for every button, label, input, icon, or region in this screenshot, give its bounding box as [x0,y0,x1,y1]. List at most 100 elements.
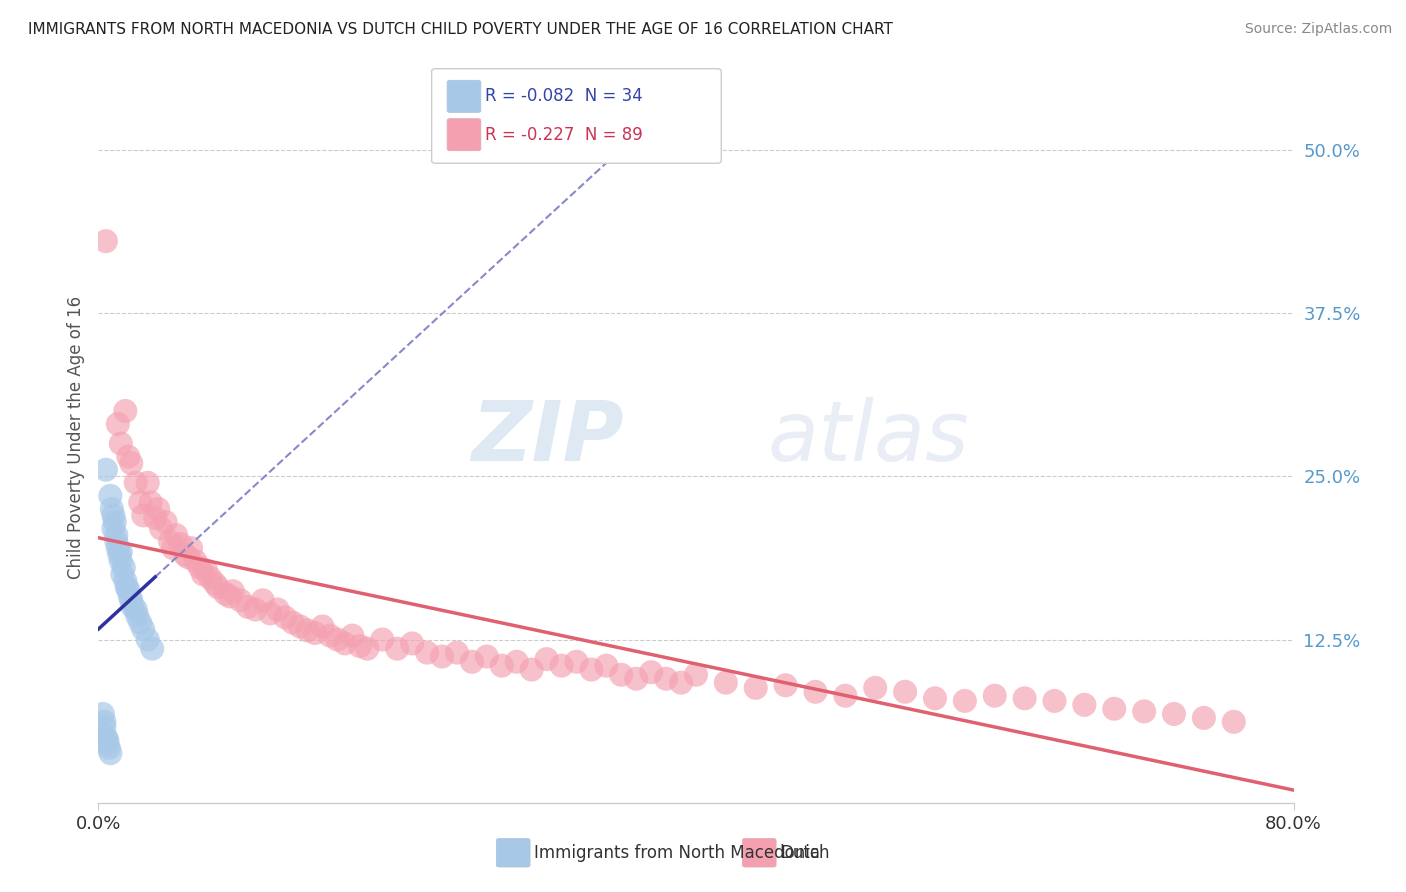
Point [125,475,148,490]
Point [111,567,134,582]
Y-axis label: Child Poverty Under the Age of 16: Child Poverty Under the Age of 16 [66,295,84,579]
Point [1133,705,1156,719]
Point [475,649,498,664]
Point [1104,702,1126,716]
Point [136,475,159,490]
Point [288,619,311,633]
Point [150,521,173,535]
Point [132,622,155,636]
Point [169,537,191,551]
Point [139,495,162,509]
Point [1192,711,1215,725]
Point [204,576,226,591]
Point [97,740,120,755]
Point [565,655,588,669]
Point [267,602,290,616]
Point [103,508,125,523]
Point [141,641,163,656]
Point [110,545,132,559]
Text: atlas: atlas [768,397,969,477]
Point [110,554,132,568]
Point [143,511,166,525]
Point [371,632,394,647]
Point [356,641,378,656]
Point [96,733,118,747]
Point [174,548,197,562]
Point [132,508,155,523]
Point [685,667,707,681]
Point [236,599,259,614]
Point [188,560,211,574]
Point [93,720,115,734]
Point [222,584,245,599]
Point [117,450,139,464]
Point [775,678,797,692]
Text: R = -0.227  N = 89: R = -0.227 N = 89 [485,126,643,144]
Point [506,655,529,669]
Point [1073,698,1095,712]
Point [120,593,142,607]
Point [342,629,364,643]
Point [745,681,768,695]
Point [114,404,136,418]
Point [491,658,513,673]
Point [461,655,484,669]
Point [101,502,124,516]
Point [121,599,143,614]
Point [669,675,692,690]
Point [129,615,152,630]
Point [105,534,128,549]
Point [105,528,128,542]
Point [184,554,207,568]
Point [104,515,127,529]
Point [112,560,135,574]
Point [191,567,214,582]
Point [117,582,139,597]
Point [595,658,617,673]
Point [311,619,333,633]
Point [536,652,558,666]
Point [520,663,543,677]
Point [865,681,887,695]
Point [136,632,159,647]
Point [834,689,856,703]
Point [640,665,662,680]
Text: Source: ZipAtlas.com: Source: ZipAtlas.com [1244,22,1392,37]
Point [333,636,356,650]
Point [93,714,115,729]
Point [195,563,218,577]
Point [91,706,114,721]
Point [129,495,152,509]
Point [200,571,222,585]
Point [94,463,117,477]
Text: Dutch: Dutch [780,844,830,862]
Point [385,641,409,656]
Point [108,548,131,562]
Point [98,746,122,760]
Point [626,672,648,686]
Point [804,685,827,699]
Point [259,607,281,621]
Point [430,649,453,664]
Point [252,593,274,607]
Point [229,593,252,607]
Point [148,502,170,516]
Text: R = -0.082  N = 34: R = -0.082 N = 34 [485,87,643,105]
Point [118,590,141,604]
Text: IMMIGRANTS FROM NORTH MACEDONIA VS DUTCH CHILD POVERTY UNDER THE AGE OF 16 CORRE: IMMIGRANTS FROM NORTH MACEDONIA VS DUTCH… [28,22,893,37]
Point [245,602,267,616]
Point [125,602,148,616]
Point [610,667,633,681]
Point [326,632,349,647]
Point [274,610,297,624]
Point [416,646,439,660]
Point [1043,694,1066,708]
Point [159,534,181,549]
Point [1223,714,1246,729]
Point [319,629,342,643]
Point [1014,691,1036,706]
Point [94,234,117,248]
Point [155,515,177,529]
Point [165,528,187,542]
Point [401,636,423,650]
